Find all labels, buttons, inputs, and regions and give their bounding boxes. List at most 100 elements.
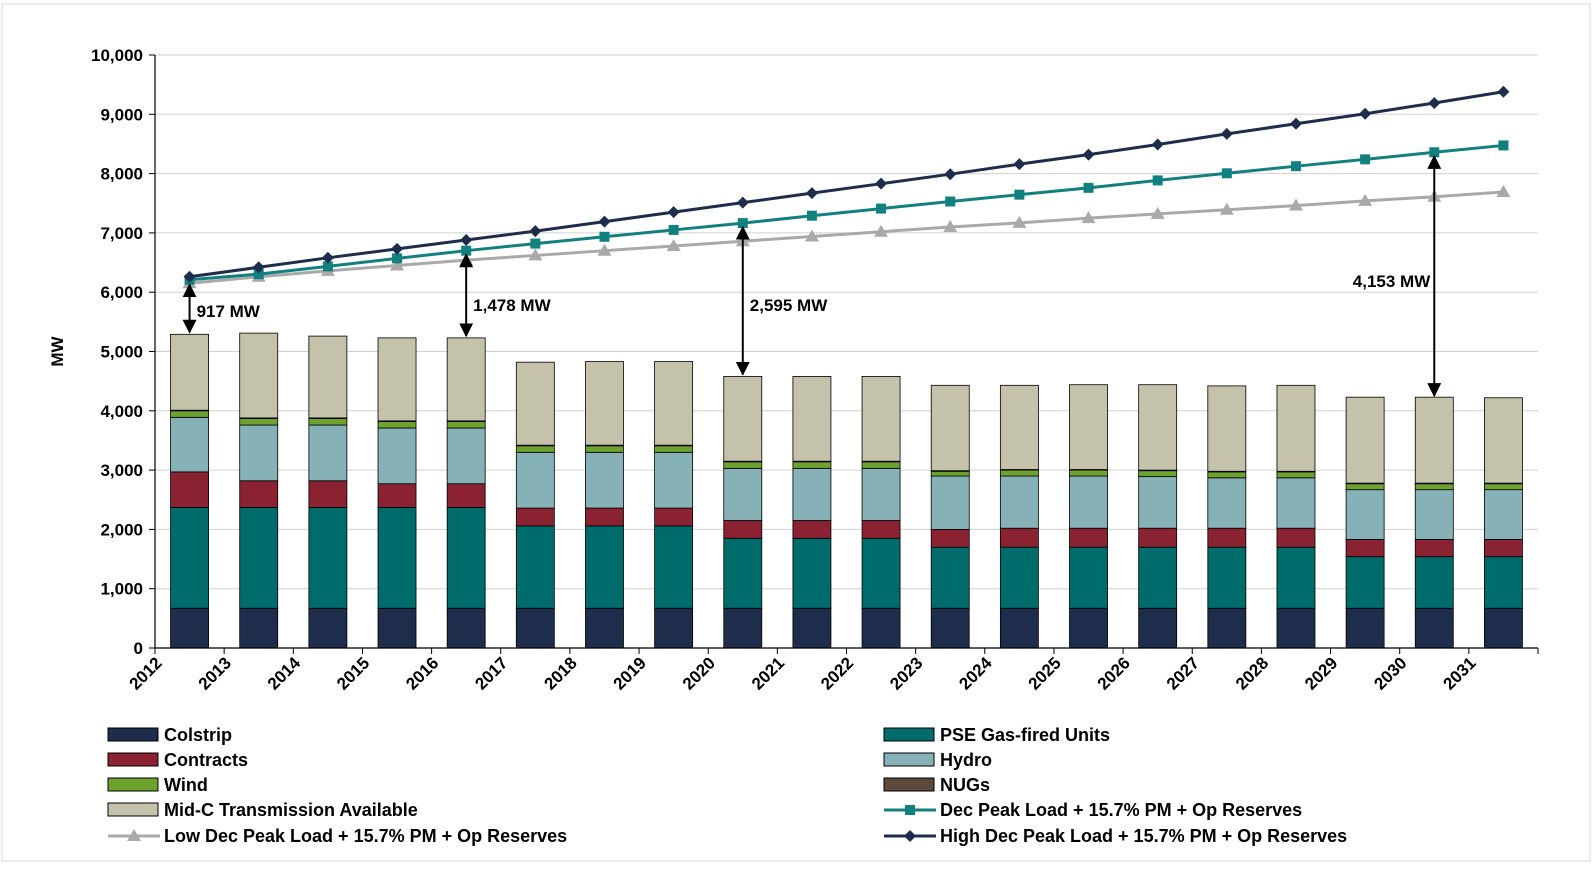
bar-segment xyxy=(1484,489,1523,540)
line-marker xyxy=(944,168,957,181)
bar-segment xyxy=(239,507,279,609)
bar-segment xyxy=(1484,556,1523,609)
legend-label: PSE Gas-fired Units xyxy=(940,725,1110,745)
line-marker xyxy=(390,258,405,271)
y-tick-label: 9,000 xyxy=(100,105,143,124)
bar-segment xyxy=(446,607,486,649)
bar-segment xyxy=(377,337,417,422)
bar-segment xyxy=(1276,477,1316,529)
bar-segment xyxy=(861,537,901,609)
legend-swatch xyxy=(883,752,935,767)
bar-segment xyxy=(239,607,279,649)
bar-segment xyxy=(1276,546,1316,609)
bar-segment xyxy=(792,537,832,609)
annotations: 917 MW 1,478 MW 2,595 MW 4,153 MW xyxy=(182,154,1442,398)
bar-segment xyxy=(1069,469,1108,477)
bar-segment xyxy=(1138,384,1178,471)
legend-label: NUGs xyxy=(940,775,990,795)
bar-segment xyxy=(999,469,1039,477)
line-marker xyxy=(667,206,680,219)
bar-segment xyxy=(446,421,486,429)
bar-segment xyxy=(792,520,832,539)
bar-segment xyxy=(170,416,209,473)
bar-segment xyxy=(239,418,279,426)
legend: Colstrip PSE Gas-fired Units Contracts Hydr… xyxy=(107,725,1347,846)
bar-segment xyxy=(170,410,209,418)
line-marker xyxy=(127,829,141,841)
bar-segment xyxy=(861,607,901,649)
line-marker xyxy=(599,231,610,242)
bar-segment xyxy=(239,332,279,419)
annotation-label: 2,595 MW xyxy=(750,296,828,315)
line-marker xyxy=(736,196,749,209)
line-marker xyxy=(529,225,542,238)
bar-segment xyxy=(1069,607,1108,649)
line-marker xyxy=(598,215,611,228)
legend-label: Contracts xyxy=(164,750,248,770)
bar-segment xyxy=(377,421,417,429)
line-marker xyxy=(1220,127,1233,140)
bar-segment xyxy=(723,376,763,462)
bar-segment xyxy=(1414,607,1454,649)
bar-segment xyxy=(1138,546,1178,609)
bar-segment xyxy=(308,424,348,482)
y-tick-label: 2,000 xyxy=(100,520,143,539)
y-tick-label: 3,000 xyxy=(100,461,143,480)
bar-segment xyxy=(723,537,763,609)
bar-segment xyxy=(446,483,486,508)
bar-segment xyxy=(446,427,486,485)
y-tick-label: 1,000 xyxy=(100,580,143,599)
y-tick-label: 10,000 xyxy=(91,46,143,65)
bar-segment xyxy=(515,445,555,453)
line-marker xyxy=(253,269,264,280)
line-marker xyxy=(391,242,404,255)
bar-segment xyxy=(930,475,970,530)
bar-segment xyxy=(1207,477,1247,529)
bar-segment xyxy=(930,529,970,548)
legend-label: Wind xyxy=(164,775,208,795)
y-tick-label: 6,000 xyxy=(100,283,143,302)
bar-segment xyxy=(1484,539,1523,558)
bar-segment xyxy=(1276,384,1316,472)
bar-segment xyxy=(377,483,417,508)
bar-segment xyxy=(1138,527,1178,548)
legend-label: Dec Peak Load + 15.7% PM + Op Reserves xyxy=(940,800,1302,820)
legend-swatch xyxy=(883,727,935,742)
bar-segment xyxy=(1345,539,1385,558)
bar-segment xyxy=(1207,471,1247,479)
line-marker xyxy=(1290,161,1301,172)
bar-segment xyxy=(1138,470,1178,478)
legend-swatch xyxy=(883,777,935,792)
y-tick-label: 4,000 xyxy=(100,402,143,421)
bar-segment xyxy=(1345,483,1385,491)
legend-label: High Dec Peak Load + 15.7% PM + Op Reser… xyxy=(940,826,1347,846)
bar-segment xyxy=(1484,397,1523,484)
bar-segment xyxy=(861,520,901,539)
y-axis-title: MW xyxy=(48,335,67,366)
bar-segment xyxy=(1345,607,1385,649)
bars xyxy=(170,332,1523,649)
bar-segment xyxy=(1414,483,1454,491)
line-marker xyxy=(322,261,333,272)
line-marker xyxy=(875,177,888,190)
line-marker xyxy=(1429,147,1440,158)
line-marker xyxy=(460,234,473,247)
bar-segment xyxy=(654,607,694,649)
bar-segment xyxy=(377,607,417,649)
line-marker xyxy=(668,224,679,235)
y-tick-label: 7,000 xyxy=(100,224,143,243)
bar-segment xyxy=(377,507,417,609)
line-marker xyxy=(1498,140,1509,151)
line-marker xyxy=(876,203,887,214)
bar-segment xyxy=(792,376,832,462)
line-marker xyxy=(1496,184,1511,197)
line-marker xyxy=(1150,206,1165,219)
line-marker xyxy=(905,805,915,815)
bar-segment xyxy=(1138,607,1178,649)
bar-segment xyxy=(585,525,624,609)
line-marker xyxy=(1083,182,1094,193)
bar-segment xyxy=(1414,539,1454,558)
line-marker xyxy=(1289,117,1302,130)
y-tick-label: 8,000 xyxy=(100,165,143,184)
